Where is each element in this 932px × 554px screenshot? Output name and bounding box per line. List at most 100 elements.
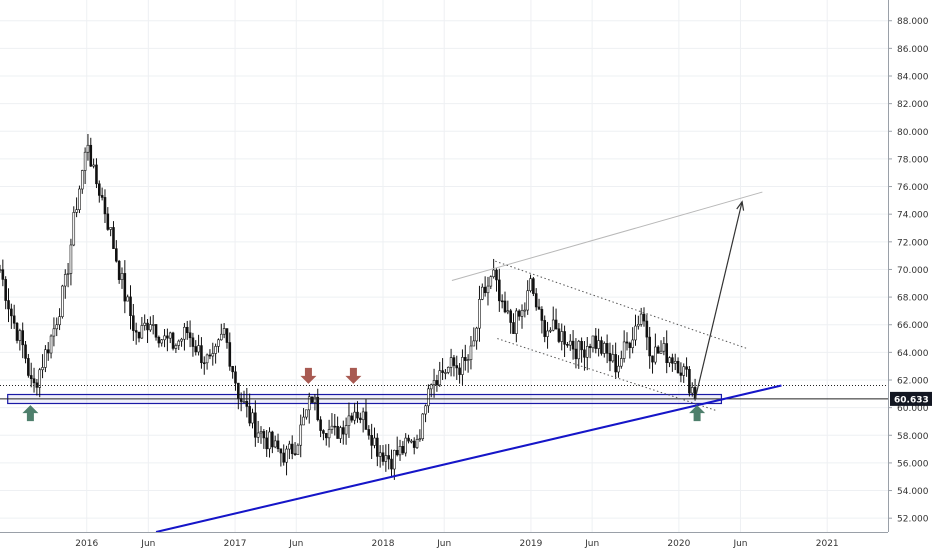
candle-body (120, 273, 124, 280)
candle-body (330, 425, 334, 430)
candle-body (353, 411, 356, 421)
candle-body (273, 440, 277, 448)
trendline (155, 384, 782, 533)
candle-body (86, 144, 90, 153)
candle-body (390, 458, 393, 470)
y-tick-label: 68.000 (897, 294, 929, 304)
x-tick-label: Jun (436, 539, 451, 549)
y-tick-label: 88.000 (897, 17, 929, 27)
candle-body (194, 346, 198, 353)
candle-body (78, 188, 81, 210)
candle-body (551, 319, 555, 331)
candle-body (166, 335, 169, 339)
candle-body (259, 431, 263, 434)
candle-body (32, 378, 36, 384)
candle-body (469, 345, 473, 360)
candle-body (489, 276, 493, 287)
candle-body (100, 195, 104, 198)
candle-body (106, 213, 110, 230)
candle-body (500, 300, 504, 303)
candle-body (356, 411, 359, 419)
candle-body (146, 322, 149, 331)
candle-body (149, 324, 152, 331)
candle-body (83, 151, 87, 171)
candle-body (75, 209, 78, 213)
candle-body (296, 444, 300, 455)
candle-body (225, 328, 229, 343)
candle-body (185, 326, 189, 334)
y-tick-label: 70.000 (897, 266, 929, 276)
candle-body (534, 293, 538, 308)
candle-body (651, 355, 654, 363)
candle-body (483, 286, 487, 294)
candle-body (359, 417, 362, 421)
candle-body (302, 416, 305, 426)
candle-body (463, 357, 467, 361)
candle-body (347, 415, 351, 426)
candle-body (472, 340, 476, 347)
x-tick-label: Jun (140, 539, 155, 549)
candle-body (517, 310, 521, 317)
candle-body (132, 315, 135, 331)
candle-body (248, 406, 251, 424)
candle-body (424, 405, 427, 415)
candle-body (183, 326, 186, 340)
candle-body (571, 340, 575, 350)
trendline (451, 191, 763, 281)
candle-body (288, 443, 291, 450)
candle-body (435, 380, 439, 386)
candle-body (63, 274, 67, 287)
candle-body (208, 354, 212, 357)
x-tick-label: 2017 (224, 539, 247, 549)
candle-body (614, 354, 617, 373)
candle-body (66, 273, 70, 275)
candle-body (268, 431, 271, 450)
candle-body (671, 357, 674, 364)
candle-body (600, 340, 603, 354)
current-price-label: 60.633 (894, 395, 929, 405)
candle-body (449, 357, 453, 368)
candle-body (160, 339, 164, 344)
candle-body (529, 278, 532, 292)
candle-body (685, 366, 688, 370)
candle-body (115, 248, 118, 262)
x-tick-label: Jun (584, 539, 599, 549)
current-price-badge (890, 391, 932, 406)
candle-body (404, 437, 407, 454)
x-tick-label: Jun (288, 539, 303, 549)
candle-body (503, 300, 507, 313)
candle-body (412, 440, 416, 448)
y-tick-label: 60.000 (897, 404, 929, 414)
candle-body (585, 346, 589, 358)
candle-body (197, 345, 200, 353)
y-tick-label: 82.000 (897, 100, 929, 110)
candle-body (219, 333, 223, 341)
y-tick-label: 66.000 (897, 321, 929, 331)
candle-body (654, 346, 657, 363)
candle-body (4, 279, 7, 301)
candle-body (523, 309, 527, 312)
candle-body (307, 396, 311, 411)
candle-body (446, 367, 450, 373)
candle-body (597, 340, 600, 349)
candle-body (245, 400, 249, 407)
candle-body (387, 455, 390, 460)
candle-body (537, 306, 541, 310)
candle-body (52, 328, 56, 337)
candle-body (512, 322, 515, 334)
candle-body (15, 322, 19, 341)
candle-body (639, 313, 643, 325)
candle-body (322, 430, 325, 434)
candle-body (498, 279, 501, 302)
candle-body (237, 382, 240, 399)
candle-body (611, 354, 615, 362)
y-tick-label: 58.000 (897, 432, 929, 442)
candle-body (520, 310, 524, 317)
candle-body (12, 315, 16, 324)
y-tick-label: 76.000 (897, 183, 929, 193)
candle-body (364, 411, 368, 430)
candle-body (506, 310, 510, 313)
candle-body (642, 313, 646, 322)
candle-body (438, 370, 442, 386)
